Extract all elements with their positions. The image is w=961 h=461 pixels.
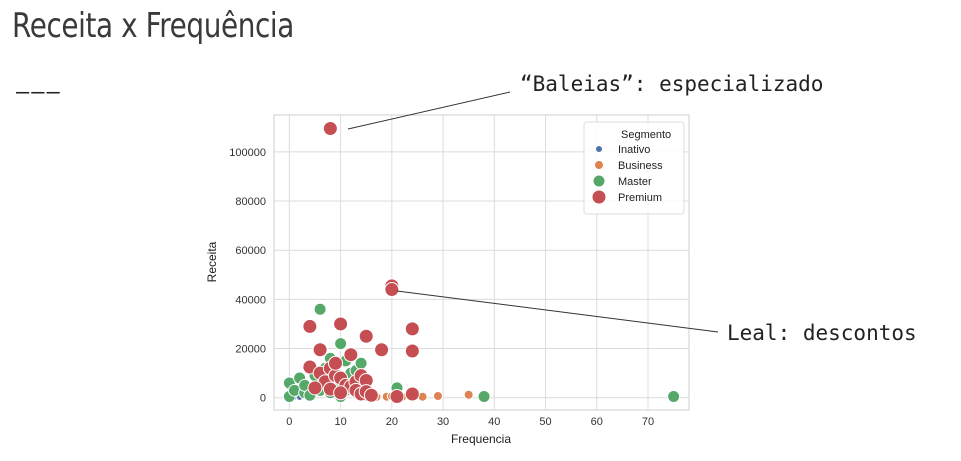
point-premium	[404, 343, 420, 359]
point-premium	[374, 342, 390, 358]
point-premium	[343, 347, 359, 363]
x-tick-label: 60	[591, 416, 603, 428]
legend-marker-master	[592, 174, 606, 188]
point-premium	[327, 355, 343, 371]
point-master	[477, 389, 491, 403]
point-premium	[307, 380, 323, 396]
callout-loyal: Leal: descontos	[727, 321, 917, 345]
callout-loyal-line	[396, 290, 719, 333]
x-tick-label: 30	[437, 416, 449, 428]
point-premium	[333, 385, 349, 401]
point-premium	[333, 316, 349, 332]
legend-marker-inativo	[595, 145, 603, 153]
point-premium	[322, 121, 338, 137]
x-tick-label: 70	[642, 416, 654, 428]
y-tick-label: 40000	[235, 294, 266, 306]
callout-whales-line	[347, 91, 511, 130]
point-business	[432, 390, 443, 401]
y-tick-label: 100000	[229, 147, 266, 159]
point-premium	[312, 342, 328, 358]
legend-label-premium: Premium	[618, 192, 662, 204]
point-business	[463, 389, 474, 400]
point-master	[334, 337, 348, 351]
x-tick-label: 10	[334, 416, 346, 428]
point-premium	[384, 282, 400, 298]
callout-whales: “Baleias”: especializado	[520, 72, 824, 96]
y-tick-label: 80000	[235, 196, 266, 208]
x-tick-label: 40	[488, 416, 500, 428]
y-tick-label: 60000	[235, 245, 266, 257]
x-tick-label: 50	[539, 416, 551, 428]
legend-box	[583, 121, 685, 215]
legend-label-master: Master	[618, 176, 652, 188]
point-master	[313, 302, 327, 316]
y-tick-label: 0	[260, 393, 266, 405]
legend: Segmento Inativo Business Master Premium	[583, 121, 685, 215]
tick-labels: 0 10 20 30 40 50 60 70 0 20000 40000 60000 80000 1000…	[229, 147, 654, 428]
point-premium	[389, 388, 405, 404]
x-axis-label: Frequencia	[451, 432, 511, 446]
x-tick-label: 0	[286, 416, 292, 428]
title-underline: ———	[16, 80, 62, 105]
point-premium	[302, 318, 318, 334]
point-premium	[404, 386, 420, 402]
legend-marker-premium	[591, 189, 607, 205]
slide-title: Receita x Frequência	[12, 6, 294, 46]
point-premium	[363, 387, 379, 403]
legend-label-inativo: Inativo	[618, 144, 650, 156]
legend-title: Segmento	[621, 129, 671, 141]
point-premium	[358, 328, 374, 344]
legend-marker-business	[594, 160, 604, 170]
legend-label-business: Business	[618, 160, 663, 172]
data-points	[282, 121, 681, 404]
point-master	[667, 389, 681, 403]
point-premium	[404, 321, 420, 337]
y-axis-label: Receita	[205, 241, 219, 282]
x-tick-label: 20	[386, 416, 398, 428]
y-tick-label: 20000	[235, 344, 266, 356]
